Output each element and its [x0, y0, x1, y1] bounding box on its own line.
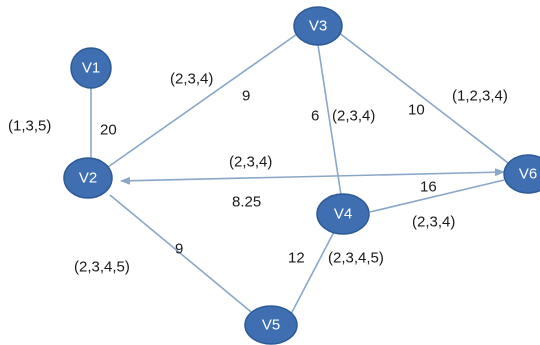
edge-v4-v6-tuple: (2,3,4) — [412, 214, 455, 231]
node-v4-label: V4 — [334, 206, 352, 223]
edge-v2-v6-tuple: (2,3,4) — [229, 154, 272, 171]
edge-v3-v4-weight: 6 — [311, 108, 319, 125]
edge-v2-v3-weight: 9 — [242, 88, 250, 105]
edge-v1-v2-weight: 20 — [100, 122, 117, 139]
edge-v4-v5 — [289, 227, 337, 317]
edge-v2-v5-tuple: (2,3,4,5) — [74, 259, 130, 276]
edge-v3-v6-tuple: (1,2,3,4) — [452, 88, 508, 105]
node-v2: V2 — [63, 157, 113, 199]
edge-v2-v3 — [107, 31, 301, 168]
node-v6-label: V6 — [519, 166, 537, 183]
edge-v2-v6 — [120, 168, 505, 185]
node-v5-label: V5 — [262, 317, 280, 334]
edge-v2-v3-tuple: (2,3,4) — [170, 71, 213, 88]
edge-v1-v2-tuple: (1,3,5) — [8, 118, 51, 135]
edge-v4-v5-weight: 12 — [288, 250, 305, 267]
node-v3-label: V3 — [309, 18, 327, 35]
edge-v4-v6-weight: 16 — [420, 179, 437, 196]
node-v1: V1 — [70, 47, 112, 89]
edge-v4-v6 — [369, 179, 505, 213]
node-v5: V5 — [244, 305, 298, 345]
edge-v2-v6-weight: 8.25 — [232, 194, 261, 211]
node-v3: V3 — [293, 6, 343, 46]
edge-v2-v5-weight: 9 — [175, 241, 183, 258]
edge-v3-v6-weight: 10 — [408, 102, 425, 119]
edge-v3-v4-tuple: (2,3,4) — [332, 108, 375, 125]
edge-v2-v5 — [109, 194, 257, 317]
node-v2-label: V2 — [79, 170, 97, 187]
node-v1-label: V1 — [82, 60, 100, 77]
node-v4: V4 — [316, 193, 370, 235]
edge-v4-v5-tuple: (2,3,4,5) — [328, 250, 384, 267]
edge-v3-v6 — [337, 31, 513, 167]
node-v6: V6 — [503, 154, 540, 194]
